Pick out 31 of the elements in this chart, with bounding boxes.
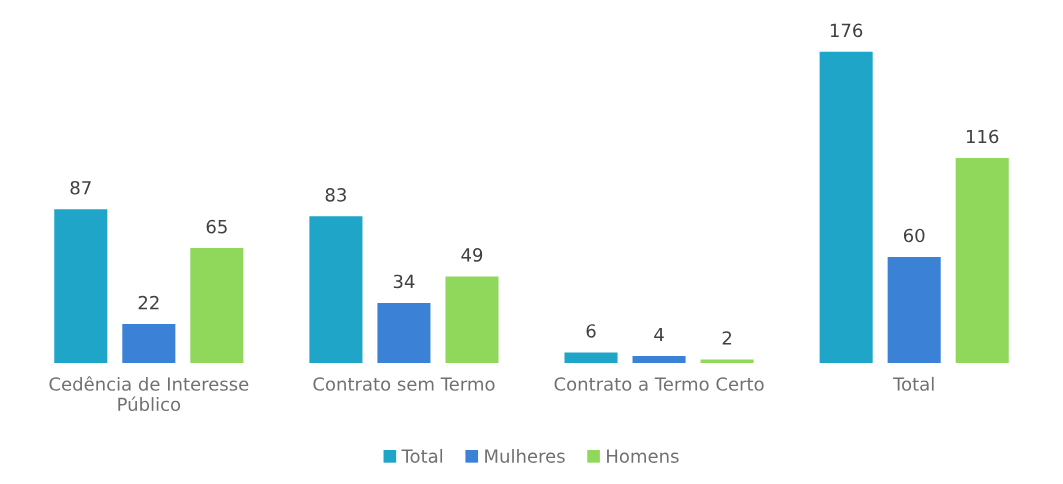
bar bbox=[819, 51, 873, 363]
data-label: 116 bbox=[966, 129, 999, 144]
bar bbox=[54, 209, 108, 363]
x-tick-label: Cedência de Interesse Público bbox=[49, 376, 249, 412]
legend-label: Total bbox=[401, 448, 443, 463]
bar bbox=[190, 248, 244, 363]
bar bbox=[445, 276, 499, 363]
data-label: 2 bbox=[722, 331, 732, 345]
legend-label: Homens bbox=[607, 449, 679, 463]
legend-label: Mulheres bbox=[485, 448, 565, 463]
data-label: 65 bbox=[206, 219, 227, 234]
x-tick-label: Total bbox=[893, 376, 934, 391]
data-label: 4 bbox=[654, 327, 664, 342]
x-tick-label: Contrato sem Termo bbox=[313, 377, 495, 391]
data-label: 60 bbox=[903, 228, 925, 243]
bar bbox=[700, 359, 754, 363]
data-label: 34 bbox=[393, 274, 415, 289]
data-label: 49 bbox=[461, 248, 483, 262]
bar bbox=[377, 302, 431, 363]
bar bbox=[632, 355, 686, 363]
data-label: 6 bbox=[586, 324, 596, 338]
data-label: 87 bbox=[70, 180, 91, 195]
x-tick-label: Contrato a Termo Certo bbox=[554, 377, 764, 391]
data-label: 83 bbox=[325, 188, 346, 202]
bar bbox=[309, 216, 363, 363]
data-label: 22 bbox=[138, 295, 159, 310]
bar bbox=[887, 256, 941, 363]
data-label: 176 bbox=[830, 23, 863, 38]
bar bbox=[955, 157, 1009, 363]
bar bbox=[122, 324, 176, 363]
bar bbox=[564, 352, 618, 363]
